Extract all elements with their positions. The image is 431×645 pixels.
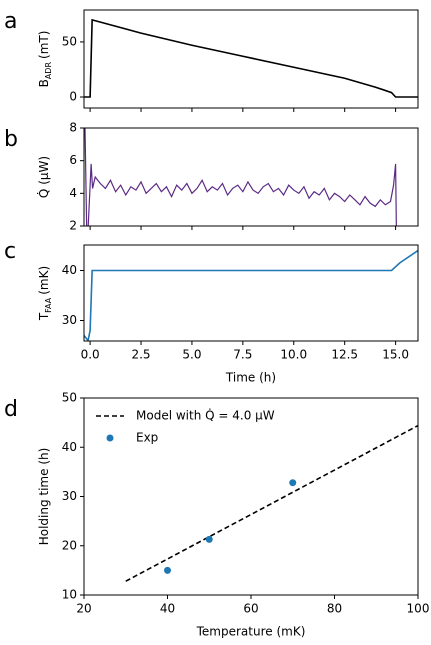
y-label-sub: FAA xyxy=(44,297,53,313)
y-label-unit: (mT) xyxy=(37,31,51,59)
x-axis-label: Time (h) xyxy=(225,371,276,385)
panel-label: c xyxy=(4,239,16,264)
legend-label: Exp xyxy=(136,431,158,445)
y-tick-label: 6 xyxy=(69,153,77,167)
y-label-sub: ADR xyxy=(44,62,53,80)
y-tick-label: 30 xyxy=(62,489,77,503)
y-tick-label: 0 xyxy=(69,89,77,103)
y-label-main: Q̇ (μW) xyxy=(36,156,50,198)
data-point xyxy=(164,566,171,574)
y-axis-label: BADR (mT) xyxy=(37,31,53,88)
y-tick-label: 40 xyxy=(62,263,77,277)
x-tick-label: 5.0 xyxy=(182,348,201,362)
x-tick-label: 2.5 xyxy=(131,348,150,362)
y-axis-label: TFAA (mK) xyxy=(37,266,53,321)
y-tick-label: 4 xyxy=(69,186,77,200)
x-tick-label: 100 xyxy=(407,602,430,616)
panel-label: d xyxy=(4,397,18,422)
y-label-main: Holding time (h) xyxy=(37,448,51,546)
data-line xyxy=(84,249,418,341)
data-point xyxy=(289,479,297,487)
y-axis-label: Holding time (h) xyxy=(37,448,51,546)
plot-area xyxy=(84,249,418,341)
y-tick-label: 50 xyxy=(62,391,77,405)
y-label-unit: (mK) xyxy=(37,266,51,295)
plot-area xyxy=(84,18,418,98)
y-axis-label: Q̇ (μW) xyxy=(36,156,50,198)
x-tick-label: 20 xyxy=(76,602,91,616)
y-tick-label: 40 xyxy=(62,440,77,454)
data-line xyxy=(84,18,418,98)
panel-label: b xyxy=(4,127,18,152)
x-tick-label: 15.0 xyxy=(382,348,409,362)
x-tick-label: 40 xyxy=(160,602,175,616)
y-tick-label: 2 xyxy=(69,219,77,233)
x-axis-label: Temperature (mK) xyxy=(196,625,306,639)
y-tick-label: 30 xyxy=(62,313,77,327)
x-tick-label: 7.5 xyxy=(233,348,252,362)
data-point xyxy=(205,535,213,543)
x-tick-label: 10.0 xyxy=(280,348,307,362)
y-tick-label: 10 xyxy=(62,588,77,602)
panel-label: a xyxy=(4,9,17,34)
plot-area xyxy=(125,424,418,582)
legend-label: Model with Q̇ = 4.0 μW xyxy=(136,408,275,422)
y-label-main: B xyxy=(37,79,51,87)
y-label-main: T xyxy=(37,312,51,321)
y-tick-label: 50 xyxy=(62,34,77,48)
axes-frame xyxy=(83,244,419,342)
x-tick-label: 80 xyxy=(327,602,342,616)
axes-frame xyxy=(83,397,419,596)
x-tick-label: 60 xyxy=(243,602,258,616)
axes-frame xyxy=(83,9,419,109)
y-tick-label: 20 xyxy=(62,538,77,552)
x-tick-label: 12.5 xyxy=(331,348,358,362)
data-line xyxy=(84,128,397,226)
y-tick-label: 8 xyxy=(69,121,77,135)
legend-marker xyxy=(106,434,114,442)
model-line xyxy=(125,424,418,582)
axes-frame xyxy=(83,127,419,227)
plot-area xyxy=(84,128,397,226)
x-tick-label: 0.0 xyxy=(81,348,100,362)
